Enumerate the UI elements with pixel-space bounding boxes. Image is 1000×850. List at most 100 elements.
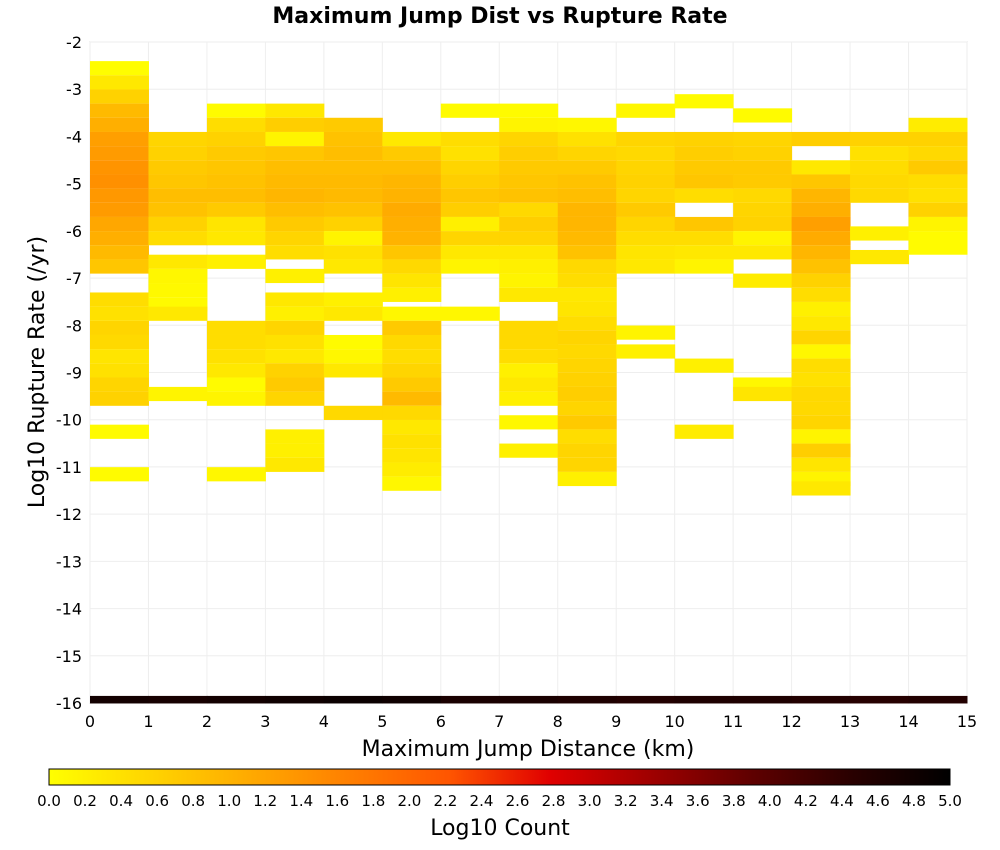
heatmap-cell [908,131,968,147]
heatmap-cell [499,443,559,458]
heatmap-cell [557,160,617,175]
heatmap-cell [323,306,383,321]
heatmap-cell [206,349,266,364]
heatmap-cell [265,306,325,321]
heatmap-cell [499,415,559,430]
heatmap-cell [791,316,851,331]
colorbar-tick-label: 0.8 [181,792,205,810]
heatmap-cell [499,334,559,350]
heatmap-cell [499,117,559,132]
colorbar-tick-label: 0.2 [73,792,97,810]
heatmap-cell [557,117,617,132]
x-tick-label: 11 [723,712,743,731]
heatmap-cell [382,160,442,175]
heatmap-cell [791,245,851,260]
heatmap-cell [90,363,149,378]
heatmap-cell [206,146,266,161]
colorbar-tick-label: 4.2 [794,792,818,810]
heatmap-cell [908,188,968,203]
heatmap-cell [674,695,734,704]
heatmap-cell [90,61,149,76]
heatmap-cell [733,131,793,147]
y-axis-ticks: -2 -3 -4 -5 -6 -7 -8 -9 -10 -11 -12 -13 -14 -15 -16 [56,33,82,713]
colorbar-tick-label: 2.2 [434,792,458,810]
y-tick-label: -2 [66,33,82,52]
x-axis-ticks: 0 1 2 3 4 5 6 7 8 9 10 11 12 13 14 15 [85,712,977,731]
heatmap-cell [148,216,208,232]
heatmap-cell [616,695,676,704]
heatmap-cell [791,131,851,147]
heatmap-cell [90,245,149,260]
heatmap-cell [908,240,968,255]
heatmap-cell [616,174,676,189]
heatmap-cell [791,216,851,232]
heatmap-cell [908,174,968,189]
heatmap-cell [674,424,734,439]
colorbar-tick-label: 3.8 [722,792,746,810]
heatmap-cell [90,131,149,147]
heatmap-cell [440,231,500,246]
colorbar-tick-label: 3.2 [614,792,638,810]
heatmap-cell [90,334,149,350]
heatmap-cell [791,174,851,189]
heatmap-cell [908,202,968,217]
heatmap-cell [616,131,676,147]
heatmap-cell [499,146,559,161]
heatmap-cell [265,457,325,472]
heatmap-cell [791,231,851,246]
colorbar-tick-label: 4.4 [830,792,854,810]
heatmap-cell [265,174,325,189]
heatmap-cell [733,245,793,260]
heatmap-cell [382,231,442,246]
heatmap-cell [557,245,617,260]
heatmap-cell [206,117,266,132]
heatmap-cell [148,202,208,217]
heatmap-cell [90,695,149,704]
heatmap-cell [90,292,149,307]
heatmap-cell [265,429,325,444]
heatmap-cell [206,216,266,232]
heatmap-cell [908,216,968,232]
heatmap-cell [265,320,325,335]
heatmap-cell [323,695,383,704]
heatmap-cell [557,429,617,444]
heatmap-cell [440,188,500,203]
heatmap-cell [323,363,383,378]
heatmap-cell [323,334,383,350]
heatmap-cell [206,695,266,704]
heatmap-cell [206,320,266,335]
heatmap-cell [616,103,676,118]
heatmap-cell [791,188,851,203]
heatmap-cell [382,259,442,274]
heatmap-cell [265,377,325,392]
heatmap-cell [206,103,266,118]
heatmap-cell [148,188,208,203]
heatmap-cell [616,216,676,232]
y-tick-label: -13 [56,552,82,571]
x-tick-label: 10 [664,712,684,731]
y-tick-label: -9 [66,364,82,383]
colorbar-label: Log10 Count [430,816,570,841]
y-tick-label: -8 [66,316,82,335]
heatmap-cell [616,160,676,175]
heatmap-cell [440,131,500,147]
x-tick-label: 5 [377,712,387,731]
heatmap-cell [440,202,500,217]
heatmap-cell [733,146,793,161]
heatmap-cell [323,117,383,132]
heatmap-cell [206,391,266,406]
heatmap-cell [440,216,500,232]
x-tick-label: 2 [202,712,212,731]
heatmap-cell [499,349,559,364]
y-tick-label: -16 [56,694,82,713]
colorbar [48,768,951,786]
heatmap-cell [674,259,734,274]
heatmap-cell [733,202,793,217]
heatmap-cell [908,117,968,132]
heatmap-cell [90,231,149,246]
heatmap-cell [791,301,851,317]
heatmap-cell [616,344,676,359]
heatmap-cell [616,245,676,260]
heatmap-cell [499,103,559,118]
